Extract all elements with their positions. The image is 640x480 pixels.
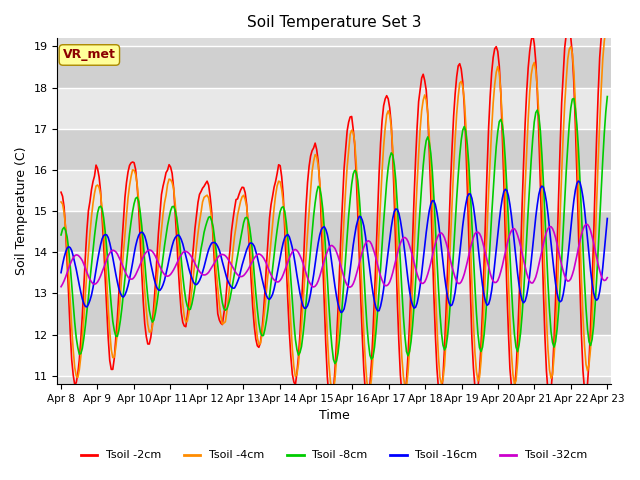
Line: Tsoil -8cm: Tsoil -8cm [61, 96, 607, 363]
Bar [58, 211, 611, 252]
Tsoil -2cm [575, 228, 582, 234]
Tsoil -16cm [124, 283, 132, 288]
Line: Tsoil -32cm: Tsoil -32cm [61, 225, 607, 287]
Tsoil -2cm [124, 169, 132, 175]
Line: Tsoil -4cm: Tsoil -4cm [61, 28, 607, 391]
Tsoil -32cm [220, 252, 228, 258]
Tsoil -8cm [296, 349, 304, 355]
Tsoil -32cm [248, 261, 255, 266]
Tsoil -32cm [582, 222, 590, 228]
Line: Tsoil -16cm: Tsoil -16cm [61, 181, 607, 312]
Tsoil -32cm [238, 274, 246, 279]
Tsoil -16cm [337, 310, 345, 315]
Tsoil -4cm [248, 257, 255, 263]
Bar [58, 335, 611, 376]
Bar [58, 170, 611, 211]
Tsoil -4cm [604, 25, 611, 31]
Tsoil -4cm [575, 184, 582, 190]
Tsoil -8cm [248, 237, 255, 242]
Tsoil -4cm [296, 344, 304, 349]
Tsoil -8cm [220, 306, 228, 312]
Bar [58, 129, 611, 170]
Line: Tsoil -2cm: Tsoil -2cm [61, 8, 607, 404]
Tsoil -32cm [604, 275, 611, 280]
Tsoil -16cm [576, 179, 584, 185]
Tsoil -2cm [326, 401, 334, 407]
Tsoil -8cm [575, 145, 582, 151]
Tsoil -2cm [296, 332, 304, 337]
Tsoil -8cm [57, 232, 65, 238]
Tsoil -2cm [248, 279, 255, 285]
Y-axis label: Soil Temperature (C): Soil Temperature (C) [15, 147, 28, 276]
Tsoil -32cm [296, 252, 304, 258]
Tsoil -4cm [57, 199, 65, 205]
Tsoil -16cm [296, 290, 304, 296]
Tsoil -4cm [238, 194, 246, 200]
Tsoil -16cm [57, 270, 65, 276]
Tsoil -8cm [238, 228, 246, 234]
Tsoil -32cm [575, 245, 582, 251]
Legend: Tsoil -2cm, Tsoil -4cm, Tsoil -8cm, Tsoil -16cm, Tsoil -32cm: Tsoil -2cm, Tsoil -4cm, Tsoil -8cm, Tsoi… [76, 446, 592, 465]
Tsoil -16cm [248, 240, 255, 246]
Tsoil -2cm [604, 11, 611, 17]
Tsoil -8cm [604, 94, 611, 99]
Tsoil -16cm [238, 262, 246, 268]
Title: Soil Temperature Set 3: Soil Temperature Set 3 [247, 15, 421, 30]
X-axis label: Time: Time [319, 409, 349, 422]
Tsoil -2cm [602, 5, 610, 11]
Tsoil -32cm [57, 284, 65, 289]
Bar [58, 252, 611, 293]
Bar [58, 293, 611, 335]
Tsoil -4cm [124, 195, 132, 201]
Text: VR_met: VR_met [63, 48, 116, 61]
Tsoil -16cm [575, 178, 582, 184]
Tsoil -8cm [124, 246, 132, 252]
Tsoil -16cm [604, 216, 611, 221]
Tsoil -4cm [366, 388, 374, 394]
Tsoil -8cm [331, 360, 339, 366]
Tsoil -32cm [346, 284, 354, 290]
Tsoil -4cm [220, 320, 228, 326]
Tsoil -32cm [124, 274, 132, 280]
Tsoil -16cm [220, 264, 228, 270]
Tsoil -2cm [220, 311, 228, 316]
Bar [58, 47, 611, 87]
Bar [58, 87, 611, 129]
Tsoil -2cm [238, 184, 246, 190]
Tsoil -2cm [57, 189, 65, 195]
